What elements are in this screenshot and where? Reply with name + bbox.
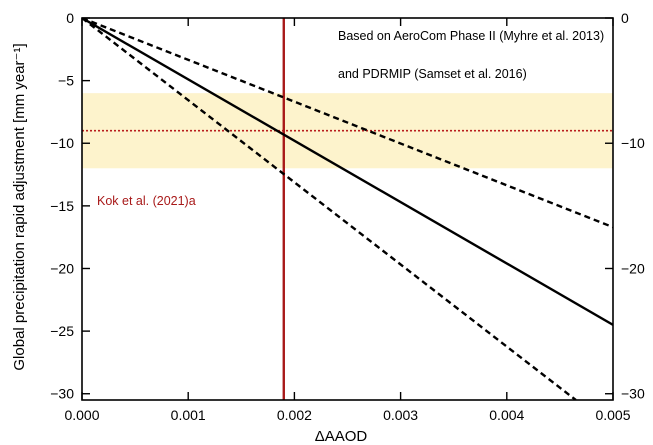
right-y-tick-label: 0 (621, 10, 629, 26)
annotation-pdrmip: and PDRMIP (Samset et al. 2016) (338, 67, 527, 81)
y-tick-label: −30 (50, 386, 74, 402)
bound-line-2 (82, 18, 577, 400)
right-y-tick-label: −10 (621, 135, 645, 151)
right-y-tick-label: −30 (621, 386, 645, 402)
x-tick-label: 0.005 (595, 407, 630, 423)
y-tick-label: −25 (50, 323, 74, 339)
x-tick-label: 0.004 (489, 407, 524, 423)
y-tick-label: −10 (50, 135, 74, 151)
y-tick-label: −5 (58, 73, 74, 89)
annotation-kok: Kok et al. (2021)a (97, 194, 196, 208)
annotation-aerocom: Based on AeroCom Phase II (Myhre et al. … (338, 29, 604, 43)
bound-line-1 (82, 18, 613, 229)
central-fit-line (82, 18, 613, 326)
right-y-tick-label: −20 (621, 260, 645, 276)
y-axis-label: Global precipitation rapid adjustment [m… (11, 43, 28, 370)
x-axis-label: ΔAAOD (315, 428, 368, 445)
x-tick-label: 0.002 (277, 407, 312, 423)
x-tick-label: 0.003 (383, 407, 418, 423)
y-tick-label: 0 (66, 10, 74, 26)
x-tick-label: 0.001 (171, 407, 206, 423)
x-tick-label: 0.000 (64, 407, 99, 423)
y-tick-label: −20 (50, 260, 74, 276)
y-tick-label: −15 (50, 198, 74, 214)
plot-frame (81, 17, 614, 401)
